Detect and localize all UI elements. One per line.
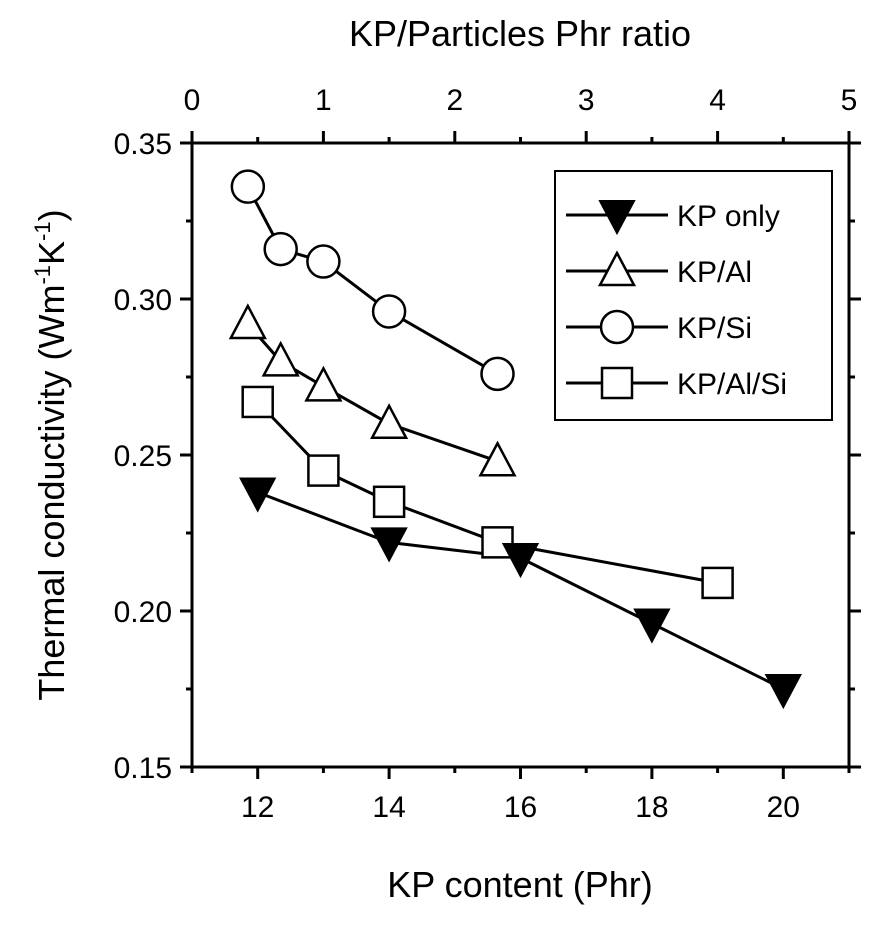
data-point: [241, 385, 274, 419]
data-point: [633, 608, 671, 644]
data-point: [370, 527, 408, 563]
data-point: [371, 294, 407, 329]
data-point: [764, 674, 802, 710]
y-tick-label: 0.35: [114, 128, 172, 161]
data-point: [228, 303, 267, 340]
legend-marker: [597, 250, 637, 287]
legend-marker: [599, 309, 635, 345]
legend-label: KP/Si: [677, 312, 752, 345]
data-point: [370, 403, 409, 440]
legend-marker: [598, 200, 636, 236]
data-point: [306, 244, 341, 279]
x2-tick-label: 4: [709, 84, 726, 117]
y-tick-label: 0.20: [114, 596, 172, 629]
legend: KP only KP/Al KP/Si KP/Al/Si: [554, 170, 833, 421]
x-axis-title: KP content (Phr): [387, 864, 652, 905]
legend-marker: [600, 366, 634, 400]
x-tick-label: 20: [767, 791, 800, 824]
y-tick-label: 0.25: [114, 440, 172, 473]
x-tick-label: 14: [372, 791, 405, 824]
y-tick-label: 0.15: [114, 752, 172, 785]
x2-axis-title: KP/Particles Phr ratio: [349, 13, 691, 54]
data-point: [501, 542, 540, 579]
x-tick-label: 18: [635, 791, 668, 824]
x2-tick-label: 0: [184, 84, 201, 117]
data-point: [239, 477, 277, 513]
data-point: [478, 440, 517, 477]
legend-label: KP/Al: [677, 256, 752, 289]
data-point: [307, 454, 340, 487]
x2-tick-label: 3: [578, 84, 595, 117]
data-point: [480, 356, 515, 392]
x2-tick-label: 5: [841, 84, 858, 117]
x2-tick-label: 2: [446, 84, 463, 117]
y-axis-title: Thermal conductivity (Wm-1K-1): [30, 209, 72, 700]
legend-label: KP/Al/Si: [677, 368, 787, 401]
series-line: [246, 186, 499, 376]
data-point: [372, 485, 406, 519]
series-line: [246, 323, 498, 463]
axis-ticks: 12 14 16 18 200 1 2 3 4 50.150.200.250.300.35: [114, 84, 861, 824]
data-point: [304, 365, 343, 402]
x2-tick-label: 1: [315, 84, 332, 117]
data-point: [701, 566, 734, 600]
y-tick-label: 0.30: [114, 284, 172, 317]
data-point: [230, 169, 266, 204]
x-tick-label: 16: [504, 791, 537, 824]
data-point: [263, 231, 298, 267]
x-tick-label: 12: [241, 791, 274, 824]
legend-label: KP only: [677, 200, 780, 233]
data-series: [228, 169, 802, 710]
data-point: [261, 340, 300, 377]
data-point: [481, 526, 514, 559]
